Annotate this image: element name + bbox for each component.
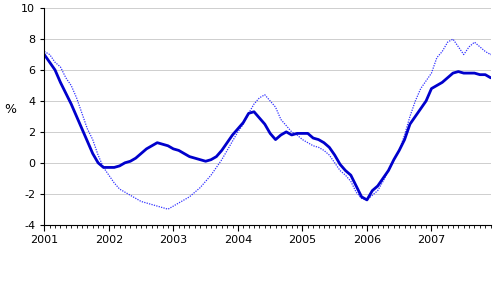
- Line: Markki: Markki: [45, 39, 495, 209]
- Mekki: [412, 115, 418, 118]
- Mekki: [273, 138, 279, 141]
- Mekki: [364, 198, 370, 202]
- Mekki: [42, 53, 48, 56]
- Markki: [450, 37, 456, 41]
- Markki: [42, 50, 48, 53]
- Markki: [165, 207, 171, 211]
- Markki: [412, 99, 418, 103]
- Y-axis label: %: %: [4, 103, 16, 116]
- Mekki: [445, 76, 450, 79]
- Line: Mekki: Mekki: [45, 54, 495, 200]
- Markki: [278, 118, 284, 121]
- Markki: [445, 40, 450, 44]
